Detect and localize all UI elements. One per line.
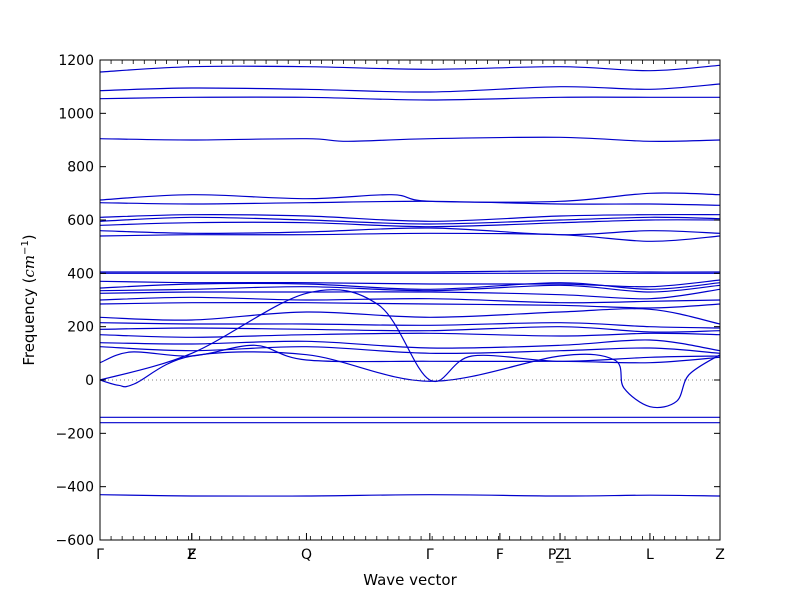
- y-tick-label: −600: [56, 533, 94, 549]
- y-tick-label: 600: [67, 213, 94, 229]
- axes-border: [99, 59, 721, 541]
- band-line-11: [100, 232, 720, 242]
- band-line-4: [100, 136, 720, 142]
- band-line-2: [100, 83, 720, 93]
- band-line-7: [100, 213, 720, 222]
- band-line-27: [100, 289, 720, 383]
- band-line-26: [100, 344, 720, 364]
- x-ticks: Γ ZF Q Γ F P_1Z L Z: [96, 60, 725, 563]
- x-tick-label: Z: [187, 547, 197, 563]
- band-line-17: [100, 288, 720, 300]
- x-tick-label: P_1: [548, 547, 572, 563]
- y-ticks: −600 −400 −200 0 200 400 600 800 1000 1200: [56, 53, 720, 549]
- y-tick-label: 0: [85, 373, 94, 389]
- x-axis-label: Wave vector: [363, 571, 457, 589]
- series-group: [100, 64, 720, 497]
- x-tick-label: Z: [555, 547, 565, 563]
- y-axis-label: Frequency (cm−1): [20, 234, 38, 365]
- y-tick-label: 400: [67, 266, 94, 282]
- x-tick-label: Γ: [96, 547, 104, 563]
- band-line-10: [100, 227, 720, 236]
- band-line-16: [100, 284, 720, 293]
- band-line-3: [100, 96, 720, 101]
- x-tick-label: F: [496, 547, 504, 563]
- y-axis-label-suffix: ): [20, 234, 38, 240]
- x-tick-label: F: [188, 547, 196, 563]
- axes-frame: [99, 59, 721, 541]
- band-line-12: [100, 270, 720, 273]
- band-line-31: [100, 494, 720, 497]
- band-line-23: [100, 332, 720, 338]
- band-line-21: [100, 322, 720, 329]
- x-tick-label: Q: [301, 547, 312, 563]
- y-axis-label-prefix: Frequency (: [20, 278, 38, 366]
- band-line-22: [100, 326, 720, 333]
- y-tick-label: −400: [56, 480, 94, 496]
- band-line-20: [100, 308, 720, 325]
- y-tick-label: −200: [56, 426, 94, 442]
- band-line-6: [100, 200, 720, 206]
- band-line-1: [100, 64, 720, 73]
- band-line-18: [100, 296, 720, 304]
- band-line-19: [100, 301, 720, 309]
- y-tick-label: 800: [67, 160, 94, 176]
- band-line-24: [100, 339, 720, 352]
- y-tick-label: 1000: [58, 106, 94, 122]
- band-line-15: [100, 282, 720, 290]
- band-line-8: [100, 216, 720, 225]
- y-tick-label: 200: [67, 320, 94, 336]
- x-tick-label: Γ: [426, 547, 434, 563]
- y-axis-label-math: cm: [20, 255, 38, 278]
- band-line-25: [100, 346, 720, 355]
- x-tick-label: Z: [715, 547, 725, 563]
- x-tick-label: L: [646, 547, 654, 563]
- band-line-9: [100, 219, 720, 228]
- band-line-14: [100, 279, 720, 288]
- y-axis-label-sup: −1: [20, 240, 31, 255]
- band-line-28: [100, 351, 720, 409]
- band-line-5: [100, 192, 720, 203]
- y-tick-label: 1200: [58, 53, 94, 69]
